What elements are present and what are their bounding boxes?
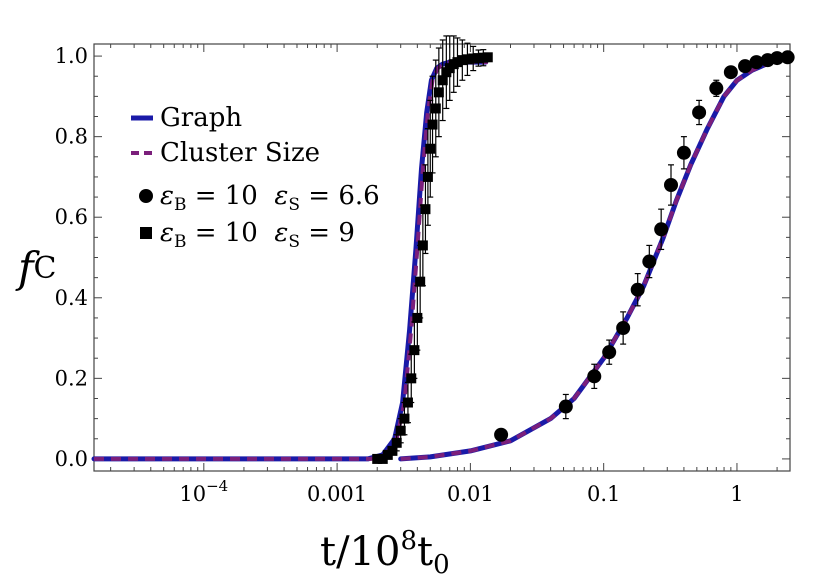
data-point-square [417,240,428,251]
data-point-square [482,52,493,63]
data-point-circle [642,254,657,269]
data-point-square [377,453,388,464]
data-point-square [462,54,473,65]
legend-marker-square [140,227,152,239]
x-tick-label: 0.01 [447,482,494,506]
data-point-circle [749,55,764,70]
x-tick-label-base: 10 [179,482,206,506]
data-point-circle [709,81,724,96]
legend-square-eps-s-val: = 9 [300,218,355,248]
data-point-square [437,75,448,86]
x-axis-title-sub: 0 [433,550,450,577]
legend-circle-eps-s-sub: S [288,195,300,215]
data-point-square [402,397,413,408]
x-axis-title-t: t [417,529,433,575]
data-point-square [420,204,431,215]
legend-square-eps-s: ε [274,218,288,248]
x-tick-label: 0.1 [587,482,620,506]
legend: Graph Cluster Size εB = 10 εS = 6.6 εB =… [131,103,380,252]
cluster-size-curve [400,56,791,461]
legend-circle-eps-b-val: = 10 [186,181,274,211]
data-point-square [387,445,398,456]
data-point-circle [780,50,795,65]
y-tick-label: 0.0 [55,447,88,471]
legend-circle-eps-b: ε [160,181,174,211]
data-point-square [433,87,444,98]
x-axis-title: t/108t0 [320,526,450,577]
y-tick-label: 0.4 [55,286,88,310]
data-point-circle [602,345,617,360]
legend-square-eps-b-sub: B [174,232,187,252]
legend-circle-eps-b-sub: B [174,195,187,215]
data-point-square [372,453,383,464]
data-point-circle [630,282,645,297]
legend-square-eps-s-sub: S [288,232,300,252]
legend-label-graph: Graph [160,103,242,133]
data-point-circle [770,51,785,66]
data-point-square [415,276,426,287]
data-point-square [395,425,406,436]
x-axis-title-sup: 8 [400,526,417,556]
data-point-circle [616,320,631,335]
y-axis-title-sub: C [34,251,57,286]
data-point-circle [738,59,753,74]
data-point-square [406,373,417,384]
axis-ticks: 0.0 0.2 0.4 0.6 0.8 1.0 10−4 0.001 0.01 0.1 1 [55,44,790,506]
data-point-circle [723,65,738,80]
data-point-circle [494,427,509,442]
data-point-square [457,55,468,66]
legend-circle-eps-s-val: = 6.6 [300,181,380,211]
data-point-circle [654,222,669,237]
y-tick-label: 0.8 [55,125,88,149]
x-tick-label: 1 [730,482,743,506]
data-point-square [399,413,410,424]
graph-curve [398,55,793,462]
data-point-square [391,437,402,448]
y-tick-label: 1.0 [55,44,88,68]
legend-circle-eps-s: ε [274,181,288,211]
data-point-square [430,103,441,114]
y-axis-title: fC [15,243,57,292]
x-tick-label-sup: −4 [206,477,228,495]
y-tick-label: 0.6 [55,205,88,229]
legend-label-square: εB = 10 εS = 9 [160,218,355,252]
x-axis-title-prefix: t/10 [320,529,400,575]
legend-square-eps-b-val: = 10 [186,218,274,248]
data-point-circle [676,145,691,160]
x-tick-label: 10−4 [179,477,228,506]
legend-label-circle: εB = 10 εS = 6.6 [160,181,380,215]
series-points [372,35,795,464]
data-point-square [422,171,433,182]
data-point-circle [587,369,602,384]
data-point-square [425,143,436,154]
data-point-circle [692,105,707,120]
x-tick-label: 0.001 [307,482,367,506]
legend-square-eps-b: ε [160,218,174,248]
data-point-circle [664,177,679,192]
y-tick-label: 0.2 [55,366,88,390]
legend-marker-circle [139,189,153,203]
data-point-circle [558,399,573,414]
data-point-square [468,53,479,64]
data-point-square [427,119,438,130]
legend-label-cluster-size: Cluster Size [160,138,320,168]
